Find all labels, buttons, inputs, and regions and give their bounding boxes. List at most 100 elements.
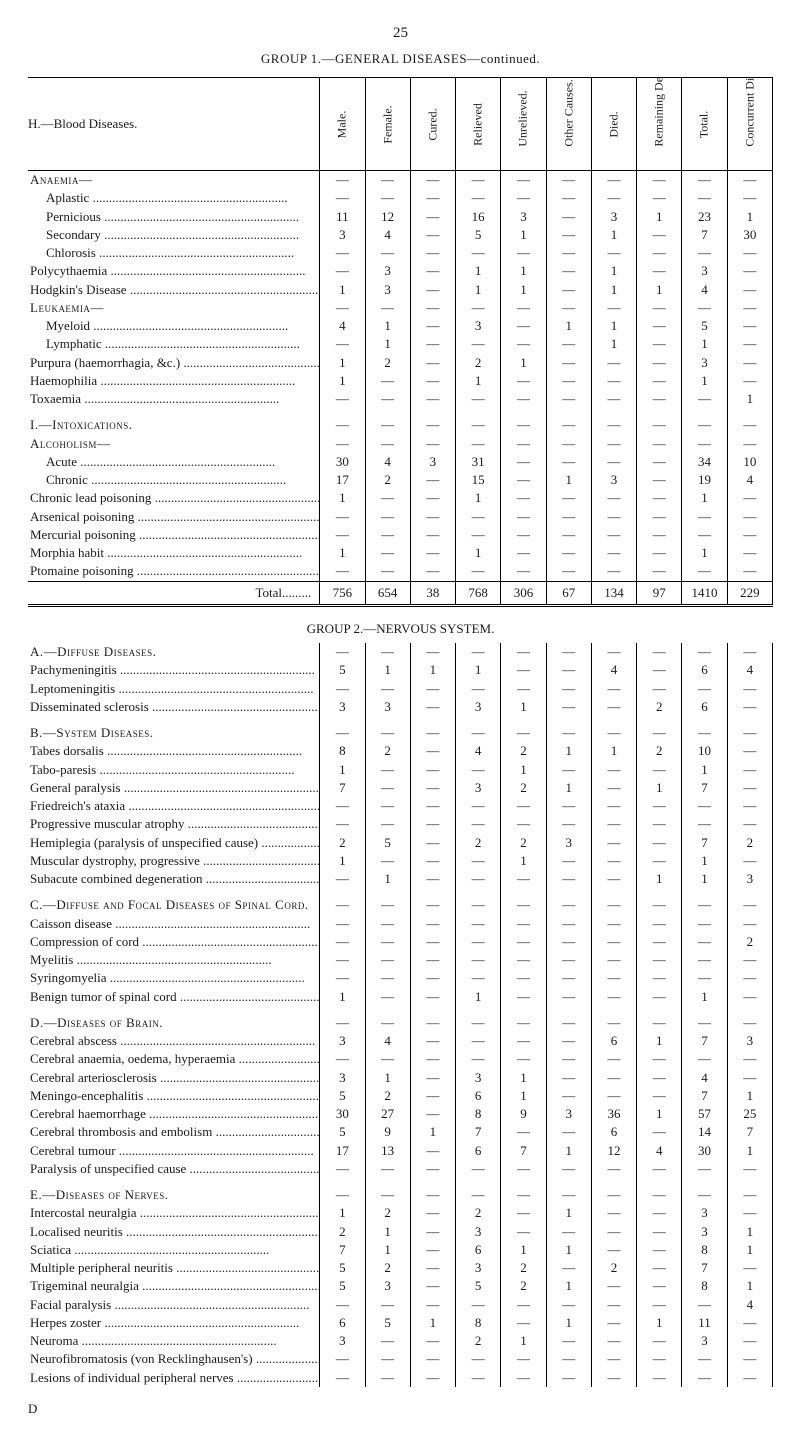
cell: 7 <box>682 226 727 244</box>
total-cell: 97 <box>637 581 682 605</box>
cell: 6 <box>591 1032 636 1050</box>
cell <box>682 435 727 453</box>
cell: — <box>682 1369 727 1387</box>
cell: — <box>410 317 455 335</box>
cell <box>682 724 727 742</box>
cell: — <box>410 1032 455 1050</box>
cell: — <box>591 969 636 987</box>
cell: 7 <box>320 1241 365 1259</box>
cell: 4 <box>727 1296 772 1314</box>
cell: 3 <box>727 1032 772 1050</box>
cell: — <box>637 1259 682 1277</box>
row-label: Secondary ..............................… <box>28 226 320 244</box>
cell: — <box>365 1332 410 1350</box>
cell: 1 <box>501 262 546 280</box>
cell <box>727 435 772 453</box>
cell: 1 <box>727 1087 772 1105</box>
cell: — <box>546 1332 591 1350</box>
cell: — <box>410 797 455 815</box>
cell: — <box>365 508 410 526</box>
cell: 1 <box>637 1105 682 1123</box>
cell: — <box>546 988 591 1006</box>
cell: — <box>501 453 546 471</box>
row-label: Alcoholism— <box>28 435 320 453</box>
cell: — <box>365 852 410 870</box>
cell: — <box>365 544 410 562</box>
cell: 2 <box>365 354 410 372</box>
cell: — <box>501 1369 546 1387</box>
cell: — <box>365 797 410 815</box>
table-row: Localised neuritis .....................… <box>28 1223 773 1241</box>
table-row: Tabo-paresis ...........................… <box>28 761 773 779</box>
total-cell: 306 <box>501 581 546 605</box>
cell: — <box>591 834 636 852</box>
cell: 1 <box>410 1123 455 1141</box>
table-row: Pachymeningitis ........................… <box>28 661 773 679</box>
cell: — <box>546 208 591 226</box>
cell: — <box>591 933 636 951</box>
cell: — <box>320 933 365 951</box>
cell: — <box>637 544 682 562</box>
cell: 4 <box>682 1069 727 1087</box>
cell: — <box>727 354 772 372</box>
cell: — <box>546 1069 591 1087</box>
table-row: Muscular dystrophy, progressive ........… <box>28 852 773 870</box>
table-row: Multiple peripheral neuritis ...........… <box>28 1259 773 1277</box>
cell: — <box>637 1332 682 1350</box>
cell: — <box>410 1332 455 1350</box>
row-label: B.—System Diseases. <box>28 724 320 742</box>
footer-letter: D <box>28 1401 773 1417</box>
cell: 1 <box>320 372 365 390</box>
cell: 2 <box>727 834 772 852</box>
cell: — <box>546 281 591 299</box>
table-row: E.—Diseases of Nerves. <box>28 1186 773 1204</box>
row-label: Leptomeningitis ........................… <box>28 680 320 698</box>
table-row: Anaemia— <box>28 171 773 190</box>
cell: 5 <box>682 317 727 335</box>
cell: — <box>546 951 591 969</box>
cell: 4 <box>727 471 772 489</box>
cell: 7 <box>682 834 727 852</box>
table-row: Cerebral abscess .......................… <box>28 1032 773 1050</box>
cell: 1 <box>456 281 501 299</box>
cell: — <box>682 1350 727 1368</box>
cell: — <box>727 915 772 933</box>
cell: 2 <box>365 1087 410 1105</box>
cell: 1 <box>591 335 636 353</box>
header-row: H.—Blood Diseases. Male. Female. Cured. … <box>28 78 773 171</box>
cell: — <box>410 1105 455 1123</box>
cell: — <box>410 951 455 969</box>
cell: — <box>637 354 682 372</box>
cell: — <box>320 1296 365 1314</box>
cell: 9 <box>501 1105 546 1123</box>
table-row: Acute ..................................… <box>28 453 773 471</box>
cell: 4 <box>365 1032 410 1050</box>
cell: — <box>456 969 501 987</box>
cell: — <box>637 317 682 335</box>
cell <box>546 1186 591 1204</box>
cell: — <box>546 354 591 372</box>
cell: 4 <box>637 1142 682 1160</box>
cell: 1 <box>682 988 727 1006</box>
cell: — <box>320 1050 365 1068</box>
cell: 1 <box>501 1332 546 1350</box>
row-label: Hemiplegia (paralysis of unspecified cau… <box>28 834 320 852</box>
cell: 1 <box>591 742 636 760</box>
cell: — <box>591 1332 636 1350</box>
cell: — <box>546 1032 591 1050</box>
cell: 1 <box>410 1314 455 1332</box>
table-row: Facial paralysis .......................… <box>28 1296 773 1314</box>
col-female: Female. <box>365 78 410 171</box>
cell <box>501 896 546 914</box>
cell: — <box>727 335 772 353</box>
total-row: Total.........75665438768306671349714102… <box>28 581 773 605</box>
cell: 3 <box>682 1223 727 1241</box>
cell: 25 <box>727 1105 772 1123</box>
cell: 5 <box>320 661 365 679</box>
cell: — <box>456 1350 501 1368</box>
cell: 57 <box>682 1105 727 1123</box>
table-row: Myelitis ...............................… <box>28 951 773 969</box>
cell: — <box>501 680 546 698</box>
cell: — <box>365 969 410 987</box>
cell: 5 <box>365 834 410 852</box>
